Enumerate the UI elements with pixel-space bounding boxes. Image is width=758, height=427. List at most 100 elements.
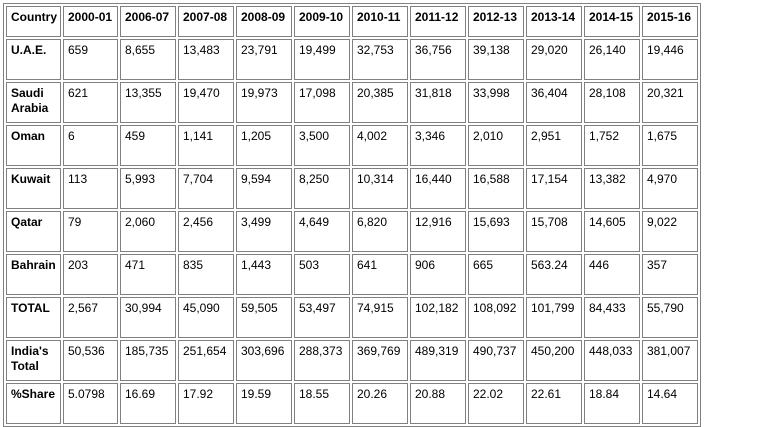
table-cell: 16.69 [120, 383, 176, 424]
table-cell: 9,022 [642, 211, 698, 252]
table-cell: 19,973 [236, 82, 292, 123]
table-cell: 503 [294, 254, 350, 295]
table-cell: 45,090 [178, 297, 234, 338]
table-cell: 641 [352, 254, 408, 295]
table-cell: 26,140 [584, 39, 640, 80]
table-cell: 15,708 [526, 211, 582, 252]
row-label-cell: Qatar [6, 211, 61, 252]
column-header: 2013-14 [526, 6, 582, 37]
column-header: 2012-13 [468, 6, 524, 37]
row-label-cell: U.A.E. [6, 39, 61, 80]
table-cell: 12,916 [410, 211, 466, 252]
table-row: TOTAL 2,567 30,994 45,090 59,505 53,497 74,915… [6, 297, 698, 338]
table-cell: 835 [178, 254, 234, 295]
table-cell: 4,002 [352, 125, 408, 166]
table-row: Bahrain 203 471 835 1,443 503 641 906 665 563.24 4… [6, 254, 698, 295]
column-header: 2011-12 [410, 6, 466, 37]
table-cell: 13,382 [584, 168, 640, 209]
table-cell: 36,404 [526, 82, 582, 123]
table-cell: 30,994 [120, 297, 176, 338]
table-cell: 19,446 [642, 39, 698, 80]
table-cell: 31,818 [410, 82, 466, 123]
table-row: Saudi Arabia 621 13,355 19,470 19,973 17,098 2… [6, 82, 698, 123]
table-cell: 906 [410, 254, 466, 295]
column-header: 2014-15 [584, 6, 640, 37]
table-cell: 13,483 [178, 39, 234, 80]
table-cell: 19.59 [236, 383, 292, 424]
column-header: 2008-09 [236, 6, 292, 37]
table-cell: 101,799 [526, 297, 582, 338]
table-cell: 1,141 [178, 125, 234, 166]
table-cell: 7,704 [178, 168, 234, 209]
table-cell: 20,321 [642, 82, 698, 123]
row-label-cell: Bahrain [6, 254, 61, 295]
table-cell: 20,385 [352, 82, 408, 123]
header-row: Country 2000-01 2006-07 2007-08 2008-09 2009-… [6, 6, 698, 37]
table-cell: 448,033 [584, 340, 640, 381]
table-cell: 5,993 [120, 168, 176, 209]
table-cell: 6 [63, 125, 118, 166]
table-cell: 665 [468, 254, 524, 295]
table-cell: 185,735 [120, 340, 176, 381]
table-cell: 18.55 [294, 383, 350, 424]
table-row: U.A.E. 659 8,655 13,483 23,791 19,499 32,753 36… [6, 39, 698, 80]
table-cell: 490,737 [468, 340, 524, 381]
table-cell: 15,693 [468, 211, 524, 252]
table-cell: 17,098 [294, 82, 350, 123]
table-row: Kuwait 113 5,993 7,704 9,594 8,250 10,314 16,44… [6, 168, 698, 209]
table-cell: 450,200 [526, 340, 582, 381]
table-cell: 303,696 [236, 340, 292, 381]
column-header: 2000-01 [63, 6, 118, 37]
table-cell: 3,346 [410, 125, 466, 166]
table-cell: 6,820 [352, 211, 408, 252]
table-cell: 53,497 [294, 297, 350, 338]
table-cell: 4,649 [294, 211, 350, 252]
table-cell: 1,205 [236, 125, 292, 166]
table-cell: 369,769 [352, 340, 408, 381]
table-row: Qatar 79 2,060 2,456 3,499 4,649 6,820 12,916 15… [6, 211, 698, 252]
table-cell: 203 [63, 254, 118, 295]
table-cell: 459 [120, 125, 176, 166]
table-cell: 1,752 [584, 125, 640, 166]
table-cell: 14.64 [642, 383, 698, 424]
table-cell: 2,456 [178, 211, 234, 252]
table-cell: 2,951 [526, 125, 582, 166]
table-row: India's Total 50,536 185,735 251,654 303,696… [6, 340, 698, 381]
table-cell: 79 [63, 211, 118, 252]
table-cell: 2,060 [120, 211, 176, 252]
table-cell: 471 [120, 254, 176, 295]
table-cell: 14,605 [584, 211, 640, 252]
table-cell: 29,020 [526, 39, 582, 80]
table-body: U.A.E. 659 8,655 13,483 23,791 19,499 32,753 36… [6, 39, 698, 424]
table-cell: 108,092 [468, 297, 524, 338]
table-cell: 13,355 [120, 82, 176, 123]
column-header: Country [6, 6, 61, 37]
row-label-cell: Oman [6, 125, 61, 166]
table-cell: 16,588 [468, 168, 524, 209]
column-header: 2006-07 [120, 6, 176, 37]
data-table-container: Country 2000-01 2006-07 2007-08 2008-09 2009-… [3, 3, 701, 427]
table-row: %Share 5.0798 16.69 17.92 19.59 18.55 20.26 20.… [6, 383, 698, 424]
table-cell: 251,654 [178, 340, 234, 381]
table-cell: 74,915 [352, 297, 408, 338]
row-label-cell: Saudi Arabia [6, 82, 61, 123]
table-cell: 32,753 [352, 39, 408, 80]
table-cell: 16,440 [410, 168, 466, 209]
table-cell: 5.0798 [63, 383, 118, 424]
table-cell: 22.02 [468, 383, 524, 424]
table-cell: 23,791 [236, 39, 292, 80]
table-cell: 4,970 [642, 168, 698, 209]
table-cell: 55,790 [642, 297, 698, 338]
table-cell: 9,594 [236, 168, 292, 209]
table-cell: 357 [642, 254, 698, 295]
table-cell: 563.24 [526, 254, 582, 295]
table-cell: 489,319 [410, 340, 466, 381]
table-cell: 59,505 [236, 297, 292, 338]
column-header: 2009-10 [294, 6, 350, 37]
table-cell: 1,675 [642, 125, 698, 166]
table-cell: 3,499 [236, 211, 292, 252]
table-cell: 659 [63, 39, 118, 80]
row-label-cell: %Share [6, 383, 61, 424]
table-cell: 33,998 [468, 82, 524, 123]
table-cell: 19,470 [178, 82, 234, 123]
